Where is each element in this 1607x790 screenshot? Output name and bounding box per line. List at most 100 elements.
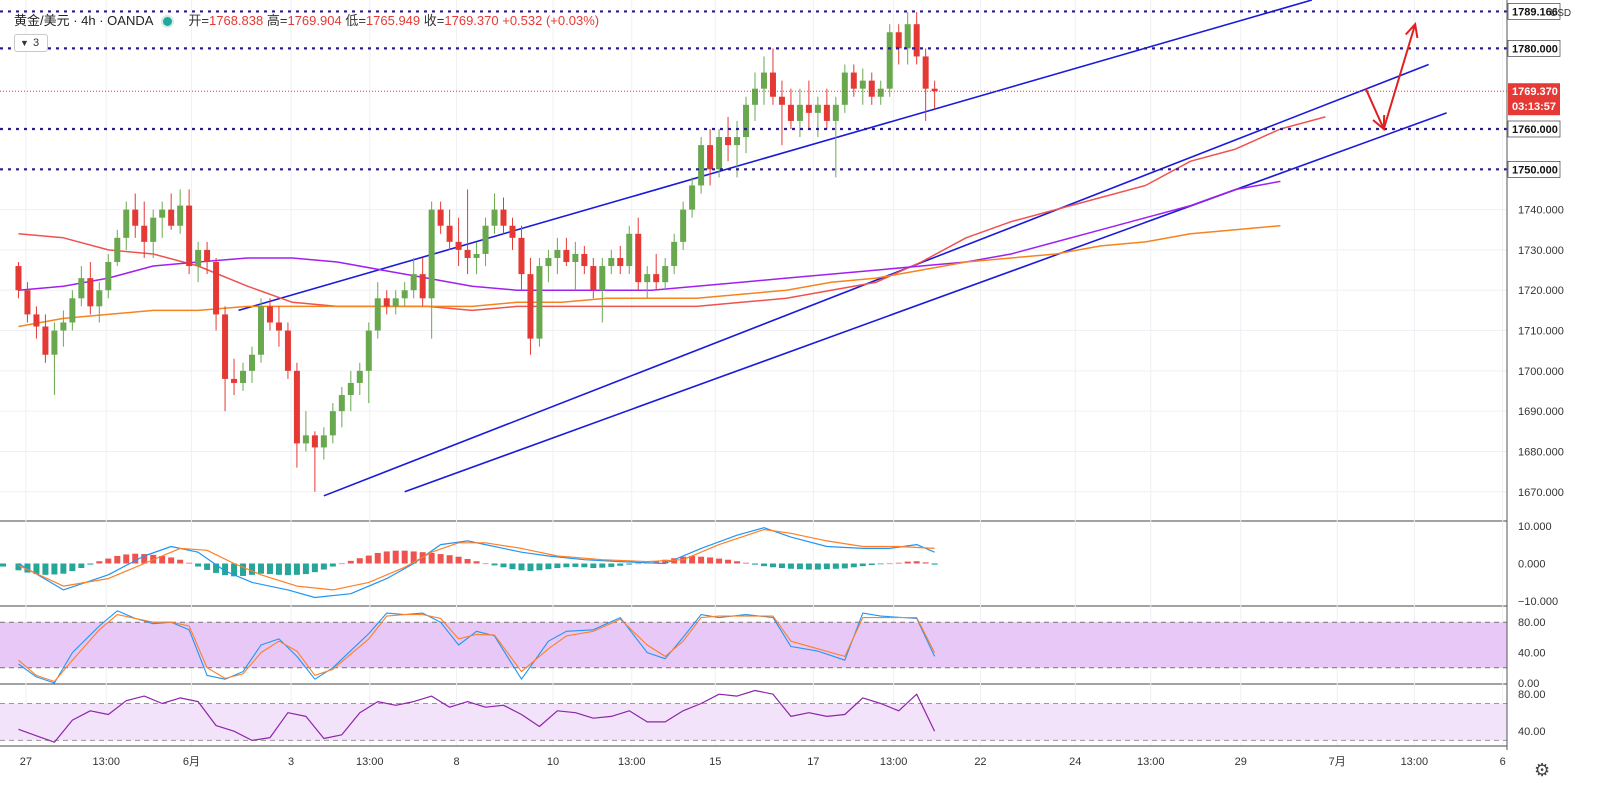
macd-histogram-bar <box>473 561 480 564</box>
macd-histogram-bar <box>527 563 534 572</box>
moving-average-slow <box>18 224 1281 328</box>
macd-histogram-bar <box>410 551 417 564</box>
macd-histogram-bar <box>168 557 175 564</box>
horizontal-levels <box>0 10 1507 171</box>
stochastic-pane <box>0 610 1507 684</box>
macd-histogram-bar <box>500 563 507 568</box>
candle-body <box>725 137 732 146</box>
macd-histogram-bar <box>536 563 543 571</box>
candle-body <box>850 72 857 89</box>
candle-body <box>590 266 597 291</box>
candle-body <box>33 314 40 327</box>
level-price-label: 1780.000 <box>1512 43 1558 55</box>
time-tick-label: 29 <box>1235 756 1247 768</box>
macd-histogram-bar <box>464 558 471 564</box>
price-axis: 1670.000 1680.000 1690.000 1700.000 1710.000… <box>1506 0 1607 790</box>
candle-body <box>509 225 516 238</box>
annotations <box>1364 21 1419 132</box>
time-tick-label: 7月 <box>1329 756 1346 768</box>
macd-histogram-bar <box>608 563 615 567</box>
macd-histogram-bar <box>33 563 40 575</box>
macd-histogram-bar <box>707 557 714 564</box>
level-price-badge <box>1507 40 1561 57</box>
moving-average-mid <box>18 180 1281 291</box>
candle-body <box>302 435 309 444</box>
moving-averages <box>18 116 1326 328</box>
candle-body <box>877 88 884 97</box>
candle-body <box>123 209 130 238</box>
candle-body <box>347 382 354 396</box>
indicator-count: 3 <box>33 37 40 49</box>
candle-body <box>231 378 238 383</box>
macd-histogram-bar <box>392 550 399 564</box>
high-label: 高= <box>266 13 288 28</box>
price-tick-label: 1720.000 <box>1518 285 1564 297</box>
macd-histogram-bar <box>787 563 794 569</box>
candle-body <box>913 24 920 57</box>
candle-body <box>186 205 193 267</box>
candle-body <box>392 298 399 307</box>
macd-histogram-bar <box>437 554 444 564</box>
macd-histogram-bar <box>24 563 31 573</box>
macd-histogram-bar <box>743 562 750 564</box>
candle-body <box>365 330 372 371</box>
macd-histogram-bar <box>895 562 902 564</box>
rsi-pane <box>0 689 1507 743</box>
close-value: 1769.370 <box>444 13 499 28</box>
level-price-label: 1750.000 <box>1512 164 1558 176</box>
candle-body <box>644 274 651 283</box>
candle-body <box>320 435 327 448</box>
candle-body <box>338 395 345 412</box>
candle-body <box>446 225 453 242</box>
candle-body <box>401 290 408 299</box>
stochastic-band <box>0 622 1507 668</box>
level-price-label: 1789.166 <box>1512 6 1558 18</box>
candle-body <box>96 290 103 307</box>
time-tick-label: 24 <box>1069 756 1081 768</box>
candle-body <box>500 209 507 226</box>
time-tick-label: 13:00 <box>1137 756 1165 768</box>
candle-body <box>563 249 570 263</box>
macd-histogram-bar <box>716 558 723 564</box>
candles <box>15 12 938 492</box>
macd-histogram-bar <box>572 563 579 567</box>
candle-body <box>374 298 381 331</box>
macd-histogram-bar <box>347 560 354 564</box>
macd-tick-label: −10.000 <box>1518 596 1558 608</box>
macd-histogram-bar <box>671 558 678 564</box>
candle-body <box>922 56 929 89</box>
macd-histogram-bar <box>222 563 229 576</box>
stochastic-tick-label: 80.00 <box>1518 617 1546 629</box>
macd-histogram-bar <box>78 563 85 569</box>
time-tick-label: 6月 <box>183 756 200 768</box>
candle-body <box>671 241 678 267</box>
gear-icon[interactable]: ⚙ <box>1534 760 1551 780</box>
stochastic-tick-label: 40.00 <box>1518 648 1546 660</box>
candle-body <box>698 145 705 186</box>
macd-histogram-bar <box>805 563 812 570</box>
macd-histogram-bar <box>859 563 866 567</box>
macd-histogram-bar <box>931 563 938 565</box>
macd-histogram-bar <box>114 555 121 564</box>
price-tick-label: 1740.000 <box>1518 205 1564 217</box>
candle-body <box>150 217 157 242</box>
macd-histogram-bar <box>904 561 911 564</box>
stochastic-d-line <box>18 614 936 683</box>
macd-histogram-bar <box>689 555 696 564</box>
macd-histogram-bar <box>841 563 848 569</box>
candle-body <box>841 72 848 105</box>
forecast-arrow <box>1364 88 1385 130</box>
macd-histogram-bar <box>177 559 184 564</box>
candle-body <box>482 225 489 254</box>
macd-histogram-bar <box>383 551 390 564</box>
indicators-toggle-button[interactable]: ▼ 3 <box>14 34 48 52</box>
candle-body <box>868 80 875 97</box>
price-axis-background <box>1507 0 1607 790</box>
time-tick-label: 13:00 <box>92 756 120 768</box>
macd-histogram-bar <box>590 563 597 569</box>
rsi-tick-label: 80.00 <box>1518 689 1546 701</box>
candle-body <box>518 237 525 275</box>
macd-histogram-bar <box>823 563 830 570</box>
macd-histogram-bar <box>922 562 929 564</box>
